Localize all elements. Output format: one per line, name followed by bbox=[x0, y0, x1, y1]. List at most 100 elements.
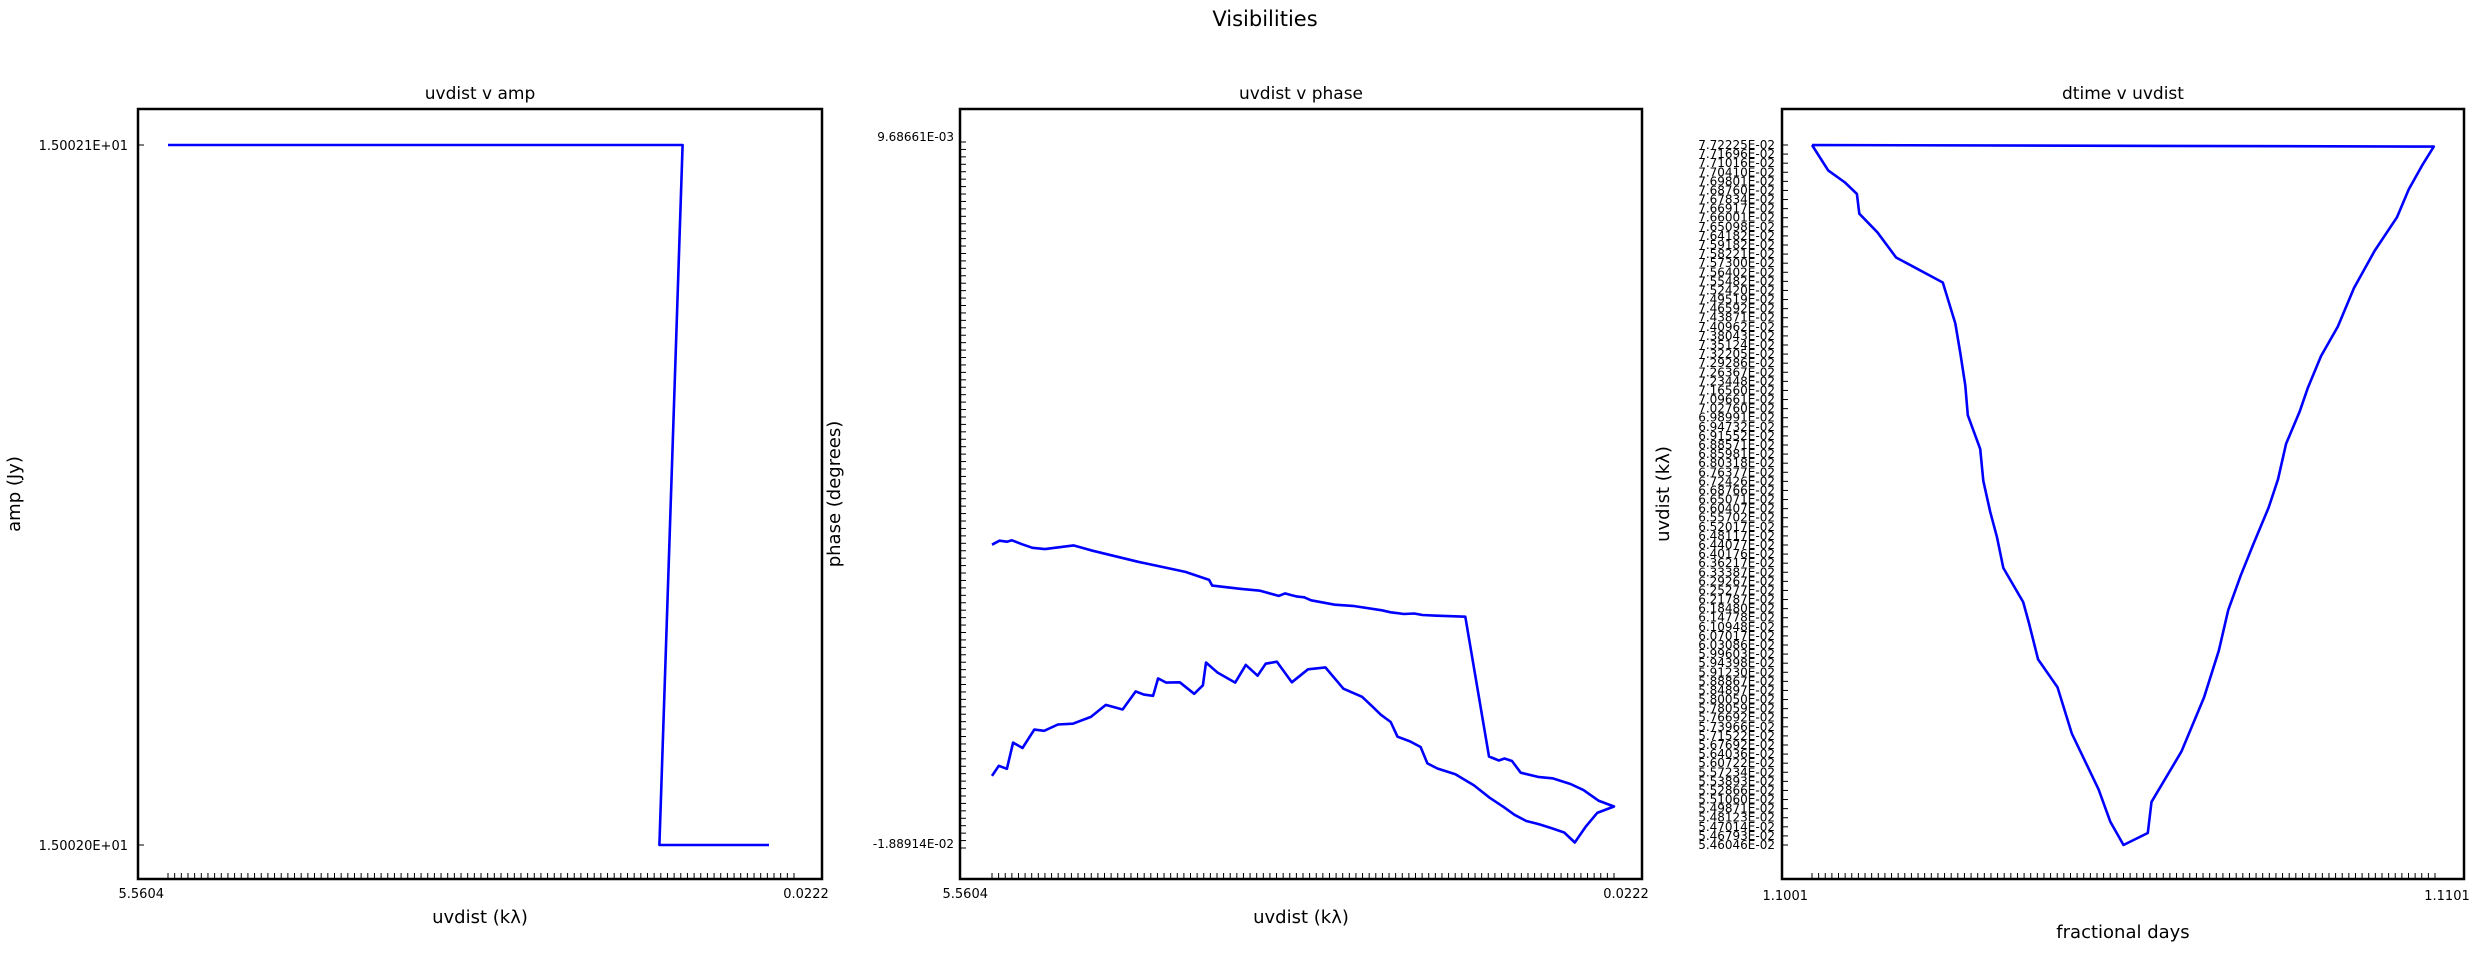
y-tick-label: 6.88571E-02 bbox=[1698, 438, 1775, 452]
y-tick-label: 6.21787E-02 bbox=[1698, 593, 1775, 607]
y-tick-label: 6.25277E-02 bbox=[1698, 583, 1775, 597]
x-tick-label-first: 5.5604 bbox=[119, 887, 165, 902]
y-tick-label: 6.91552E-02 bbox=[1698, 429, 1775, 443]
y-tick-label: 5.52866E-02 bbox=[1698, 783, 1775, 797]
y-tick-label: 7.32205E-02 bbox=[1698, 347, 1775, 361]
chart-3-title: dtime v uvdist bbox=[2062, 84, 2184, 104]
chart-2-series-line bbox=[990, 538, 1616, 844]
chart-2-frame bbox=[958, 107, 1644, 881]
y-tick-label: 6.52017E-02 bbox=[1698, 520, 1775, 534]
y-tick-label: 6.07017E-02 bbox=[1698, 629, 1775, 643]
y-tick-label: 6.18480E-02 bbox=[1698, 602, 1775, 616]
y-tick-label: 5.48123E-02 bbox=[1698, 811, 1775, 825]
y-tick-label: 6.85981E-02 bbox=[1698, 447, 1775, 461]
y-tick-label: 5.51060E-02 bbox=[1698, 793, 1775, 807]
y-tick-label: 6.72426E-02 bbox=[1698, 474, 1775, 488]
y-tick-label: 6.80318E-02 bbox=[1698, 456, 1775, 470]
y-tick-label: 7.38043E-02 bbox=[1698, 329, 1775, 343]
y-tick-label: 7.29286E-02 bbox=[1698, 356, 1775, 370]
y-tick-label: 7.58221E-02 bbox=[1698, 247, 1775, 261]
y-tick-label: 6.48117E-02 bbox=[1698, 529, 1775, 543]
chart-3-frame bbox=[1780, 107, 2466, 881]
y-tick-label: 7.35124E-02 bbox=[1698, 338, 1775, 352]
y-tick-label: 7.56402E-02 bbox=[1698, 265, 1775, 279]
y-tick-label: 6.60407E-02 bbox=[1698, 502, 1775, 516]
y-tick-label: 6.94732E-02 bbox=[1698, 420, 1775, 434]
y-tick-label: 5.88867E-02 bbox=[1698, 674, 1775, 688]
chart-3-x-axis-label: fractional days bbox=[2056, 922, 2189, 943]
y-tick-label: 5.49871E-02 bbox=[1698, 802, 1775, 816]
y-tick-label: 7.65098E-02 bbox=[1698, 220, 1775, 234]
y-tick-label: 7.40962E-02 bbox=[1698, 320, 1775, 334]
chart-2-x-axis-label: uvdist (kλ) bbox=[1253, 907, 1349, 928]
x-tick-label-last: 0.0222 bbox=[1603, 887, 1649, 902]
x-tick-label-first: 1.1001 bbox=[1763, 889, 1809, 904]
y-tick-label: 6.03086E-02 bbox=[1698, 638, 1775, 652]
y-tick-label: 7.71016E-02 bbox=[1698, 156, 1775, 170]
chart-1-frame bbox=[136, 107, 824, 881]
y-tick-label: 7.43871E-02 bbox=[1698, 311, 1775, 325]
y-tick-label: 5.78059E-02 bbox=[1698, 702, 1775, 716]
y-tick-label: 1.50021E+01 bbox=[39, 139, 128, 154]
y-tick-label: 6.36217E-02 bbox=[1698, 556, 1775, 570]
y-tick-label: 6.55702E-02 bbox=[1698, 511, 1775, 525]
y-tick-label: 5.47014E-02 bbox=[1698, 820, 1775, 834]
chart-1-x-axis-label: uvdist (kλ) bbox=[432, 907, 528, 928]
y-tick-label: 7.70410E-02 bbox=[1698, 165, 1775, 179]
y-tick-label: 7.66917E-02 bbox=[1698, 202, 1775, 216]
y-tick-label: 7.69801E-02 bbox=[1698, 174, 1775, 188]
x-tick-label-first: 5.5604 bbox=[943, 887, 989, 902]
y-tick-label: 7.26367E-02 bbox=[1698, 365, 1775, 379]
y-tick-label: 6.65071E-02 bbox=[1698, 493, 1775, 507]
y-tick-label: 6.33387E-02 bbox=[1698, 565, 1775, 579]
figure-title: Visibilities bbox=[1212, 7, 1317, 31]
y-tick-label: 7.55482E-02 bbox=[1698, 274, 1775, 288]
y-tick-label: 6.98991E-02 bbox=[1698, 411, 1775, 425]
y-tick-label: 6.10948E-02 bbox=[1698, 620, 1775, 634]
y-tick-label: 5.60722E-02 bbox=[1698, 756, 1775, 770]
y-tick-label-bottom: -1.88914E-02 bbox=[873, 837, 954, 851]
chart-2-title: uvdist v phase bbox=[1239, 84, 1363, 104]
chart-2-y-axis-label: phase (degrees) bbox=[824, 421, 845, 568]
x-tick-label-last: 1.1101 bbox=[2424, 889, 2470, 904]
y-tick-label: 7.66001E-02 bbox=[1698, 211, 1775, 225]
y-tick-label: 5.64036E-02 bbox=[1698, 747, 1775, 761]
chart-3-series-line bbox=[1810, 143, 2436, 847]
y-tick-label: 1.50020E+01 bbox=[39, 839, 128, 854]
y-tick-label-top: 9.68661E-03 bbox=[877, 130, 954, 144]
y-tick-label: 7.64182E-02 bbox=[1698, 229, 1775, 243]
y-tick-label: 5.46793E-02 bbox=[1698, 829, 1775, 843]
y-tick-label: 5.71522E-02 bbox=[1698, 729, 1775, 743]
y-tick-label: 6.44077E-02 bbox=[1698, 538, 1775, 552]
chart-3-y-axis-label: uvdist (kλ) bbox=[1653, 446, 1674, 542]
y-tick-label: 7.72225E-02 bbox=[1698, 138, 1775, 152]
y-tick-label: 5.67692E-02 bbox=[1698, 738, 1775, 752]
y-tick-label: 5.76692E-02 bbox=[1698, 711, 1775, 725]
y-tick-label: 7.46592E-02 bbox=[1698, 302, 1775, 316]
y-tick-label: 5.53893E-02 bbox=[1698, 774, 1775, 788]
y-tick-label: 7.52420E-02 bbox=[1698, 283, 1775, 297]
y-tick-label: 6.29267E-02 bbox=[1698, 574, 1775, 588]
y-tick-label: 7.49519E-02 bbox=[1698, 293, 1775, 307]
y-tick-label: 7.59182E-02 bbox=[1698, 238, 1775, 252]
y-tick-label: 5.84897E-02 bbox=[1698, 683, 1775, 697]
y-tick-label: 7.57300E-02 bbox=[1698, 256, 1775, 270]
y-tick-label: 5.73966E-02 bbox=[1698, 720, 1775, 734]
y-tick-label: 5.99603E-02 bbox=[1698, 647, 1775, 661]
y-tick-label: 7.71696E-02 bbox=[1698, 147, 1775, 161]
y-tick-label: 7.09661E-02 bbox=[1698, 393, 1775, 407]
y-tick-label: 6.76377E-02 bbox=[1698, 465, 1775, 479]
y-tick-label: 7.02760E-02 bbox=[1698, 402, 1775, 416]
y-tick-label: 6.14778E-02 bbox=[1698, 611, 1775, 625]
y-tick-label: 5.80050E-02 bbox=[1698, 693, 1775, 707]
y-tick-label: 7.67834E-02 bbox=[1698, 193, 1775, 207]
y-tick-label: 6.68766E-02 bbox=[1698, 483, 1775, 497]
y-tick-label: 7.16560E-02 bbox=[1698, 383, 1775, 397]
y-tick-label: 7.68760E-02 bbox=[1698, 183, 1775, 197]
y-tick-label: 6.40176E-02 bbox=[1698, 547, 1775, 561]
chart-1-title: uvdist v amp bbox=[425, 84, 536, 104]
y-tick-label: 5.94398E-02 bbox=[1698, 656, 1775, 670]
y-tick-label: 5.91230E-02 bbox=[1698, 665, 1775, 679]
y-tick-label: 7.23448E-02 bbox=[1698, 374, 1775, 388]
